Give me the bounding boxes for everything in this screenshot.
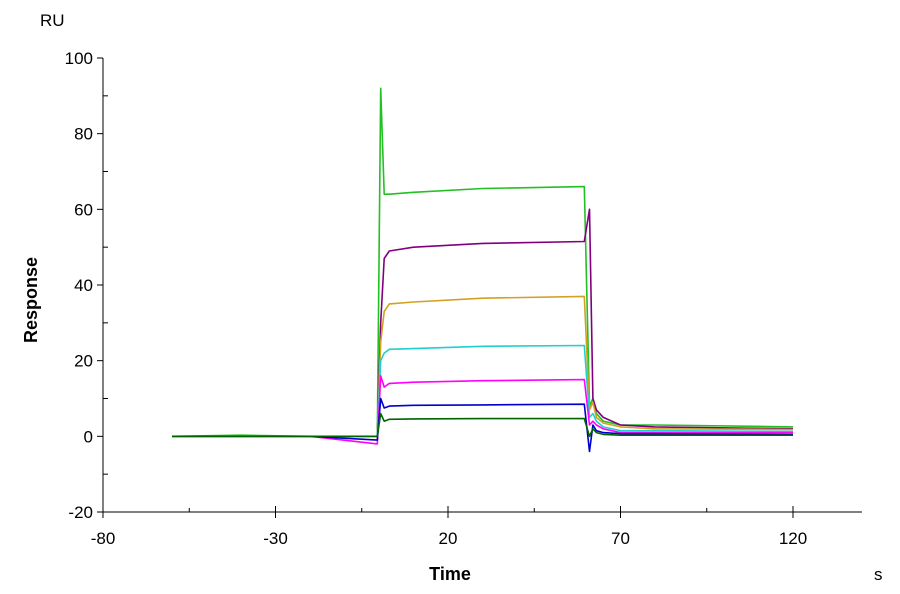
y-tick-label: 40 [74,276,93,295]
y-tick-label: 60 [74,200,93,219]
series-line-1 [171,87,794,438]
y-tick-label: 100 [65,49,93,68]
x-tick-label: 70 [611,529,630,548]
y-tick-label: 20 [74,352,93,371]
x-tick-label: -80 [91,529,116,548]
y-tick-label: 80 [74,125,93,144]
series-line-3 [172,295,794,438]
y-axis-label: Response [21,257,41,343]
x-tick-label: 120 [779,529,807,548]
y-tick-label: 0 [84,427,93,446]
series-line-2 [172,208,794,438]
series-line-7 [172,412,793,438]
series-line-5 [172,375,793,445]
x-unit-label: s [874,565,883,584]
series-line-6 [172,397,794,453]
x-axis-label: Time [429,564,471,584]
y-tick-label: -20 [68,503,93,522]
x-tick-label: -30 [263,529,288,548]
series-line-4 [172,344,794,438]
x-tick-label: 20 [439,529,458,548]
y-unit-label: RU [40,11,65,30]
